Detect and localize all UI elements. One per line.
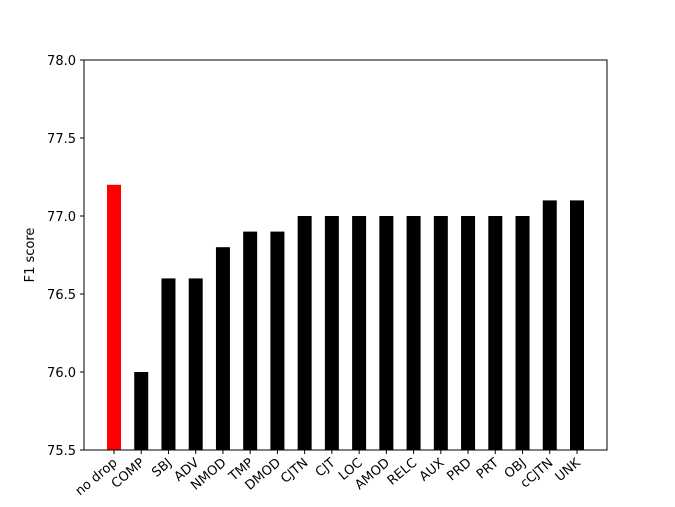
y-tick-label: 76.0 [47, 366, 76, 381]
x-tick-label: AUX [417, 456, 448, 485]
bar [270, 231, 285, 450]
bar [488, 216, 503, 450]
x-tick-label: PRD [444, 456, 474, 485]
bar [570, 200, 584, 450]
x-tick-label: RELC [385, 456, 420, 489]
bar [188, 278, 203, 450]
bar [297, 216, 312, 450]
bar [134, 372, 149, 450]
y-axis-label: F1 score [23, 228, 38, 283]
y-tick-label: 77.0 [47, 210, 76, 225]
x-tick-label: PRT [474, 456, 502, 483]
bar [161, 278, 176, 450]
bar [379, 216, 394, 450]
bar [542, 200, 557, 450]
y-tick-label: 77.5 [47, 132, 76, 147]
y-tick-label: 75.5 [47, 444, 76, 459]
bar [461, 216, 476, 450]
bar [406, 216, 421, 450]
x-tick-label: SBJ [149, 456, 175, 481]
bar [515, 216, 530, 450]
bar [243, 231, 258, 450]
x-tick-label: CJTN [278, 456, 311, 487]
bar [352, 216, 367, 450]
plot-frame [83, 59, 608, 451]
y-tick-label: 76.5 [47, 288, 76, 303]
bar [215, 247, 230, 450]
x-tick-label: UNK [553, 455, 584, 485]
bar [324, 216, 339, 450]
y-tick-label: 78.0 [47, 54, 76, 69]
x-tick-label: CJT [313, 456, 339, 481]
bar [433, 216, 448, 450]
bar [107, 184, 121, 451]
